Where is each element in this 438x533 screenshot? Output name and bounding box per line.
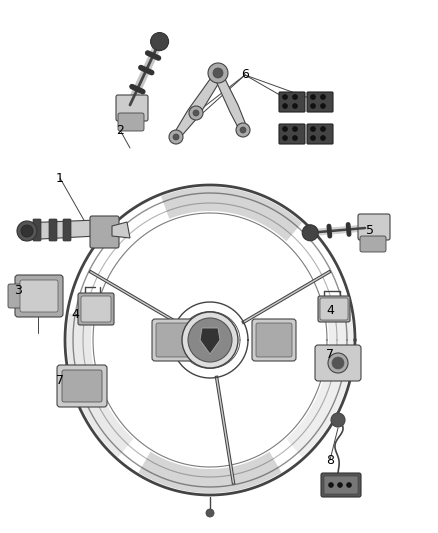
FancyBboxPatch shape <box>152 319 196 361</box>
Circle shape <box>182 312 238 368</box>
Text: 4: 4 <box>326 303 334 317</box>
Circle shape <box>311 135 315 141</box>
FancyBboxPatch shape <box>324 476 358 494</box>
Polygon shape <box>216 75 248 135</box>
Circle shape <box>283 135 287 141</box>
FancyBboxPatch shape <box>315 345 361 381</box>
Polygon shape <box>67 313 134 457</box>
Circle shape <box>169 130 183 144</box>
Circle shape <box>240 127 246 133</box>
Circle shape <box>236 123 250 137</box>
Circle shape <box>338 482 343 488</box>
Text: 7: 7 <box>326 349 334 361</box>
FancyBboxPatch shape <box>279 124 305 144</box>
Circle shape <box>321 103 325 109</box>
Text: 1: 1 <box>56 172 64 184</box>
Circle shape <box>321 135 325 141</box>
FancyBboxPatch shape <box>90 216 119 248</box>
Polygon shape <box>200 328 220 354</box>
Circle shape <box>151 33 169 51</box>
FancyBboxPatch shape <box>20 280 58 312</box>
Text: 8: 8 <box>326 454 334 466</box>
Text: 3: 3 <box>14 284 22 296</box>
Circle shape <box>293 126 297 132</box>
FancyBboxPatch shape <box>8 284 22 308</box>
Text: 4: 4 <box>71 309 79 321</box>
Circle shape <box>208 63 228 83</box>
FancyBboxPatch shape <box>81 296 111 322</box>
Circle shape <box>331 413 345 427</box>
FancyBboxPatch shape <box>320 298 348 320</box>
Polygon shape <box>138 451 282 493</box>
Circle shape <box>321 94 325 100</box>
Circle shape <box>311 126 315 132</box>
Circle shape <box>293 103 297 109</box>
FancyBboxPatch shape <box>307 92 333 112</box>
Circle shape <box>346 482 352 488</box>
Circle shape <box>173 134 179 140</box>
FancyBboxPatch shape <box>78 293 114 325</box>
FancyBboxPatch shape <box>307 124 333 144</box>
FancyBboxPatch shape <box>15 275 63 317</box>
Circle shape <box>311 103 315 109</box>
Polygon shape <box>173 75 220 140</box>
Text: 6: 6 <box>241 69 249 82</box>
FancyBboxPatch shape <box>156 323 192 357</box>
FancyBboxPatch shape <box>62 370 102 402</box>
Polygon shape <box>286 313 353 457</box>
Circle shape <box>311 94 315 100</box>
Polygon shape <box>161 187 302 241</box>
Circle shape <box>213 68 223 78</box>
Text: 2: 2 <box>116 124 124 136</box>
Circle shape <box>193 110 199 116</box>
Circle shape <box>332 357 344 369</box>
Circle shape <box>17 221 37 241</box>
FancyBboxPatch shape <box>318 296 350 322</box>
FancyBboxPatch shape <box>63 219 71 241</box>
Text: 7: 7 <box>56 374 64 386</box>
Polygon shape <box>22 220 97 240</box>
FancyBboxPatch shape <box>49 219 57 241</box>
Circle shape <box>189 106 203 120</box>
FancyBboxPatch shape <box>321 473 361 497</box>
Circle shape <box>21 225 33 237</box>
Circle shape <box>328 353 348 373</box>
Circle shape <box>293 94 297 100</box>
FancyBboxPatch shape <box>256 323 292 357</box>
FancyBboxPatch shape <box>252 319 296 361</box>
Circle shape <box>328 482 333 488</box>
FancyBboxPatch shape <box>33 219 41 241</box>
Circle shape <box>283 103 287 109</box>
Circle shape <box>321 126 325 132</box>
FancyBboxPatch shape <box>358 214 390 240</box>
FancyBboxPatch shape <box>57 365 107 407</box>
Circle shape <box>283 126 287 132</box>
Circle shape <box>206 509 214 517</box>
Text: 5: 5 <box>366 223 374 237</box>
Circle shape <box>293 135 297 141</box>
FancyBboxPatch shape <box>116 95 148 121</box>
FancyBboxPatch shape <box>360 236 386 252</box>
Circle shape <box>283 94 287 100</box>
Circle shape <box>302 225 318 241</box>
FancyBboxPatch shape <box>279 92 305 112</box>
Circle shape <box>188 318 232 362</box>
Polygon shape <box>112 222 130 238</box>
FancyBboxPatch shape <box>118 113 144 131</box>
